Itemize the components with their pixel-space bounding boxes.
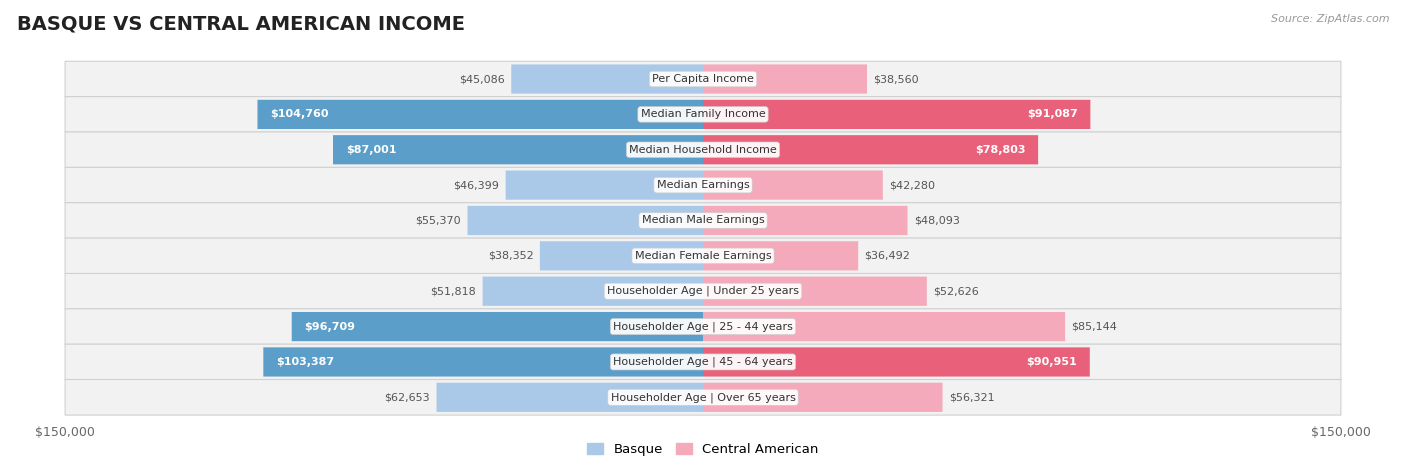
- FancyBboxPatch shape: [703, 135, 1038, 164]
- FancyBboxPatch shape: [703, 347, 1090, 376]
- FancyBboxPatch shape: [65, 132, 1341, 168]
- FancyBboxPatch shape: [65, 344, 1341, 380]
- Text: $78,803: $78,803: [974, 145, 1025, 155]
- FancyBboxPatch shape: [65, 97, 1341, 132]
- Text: $38,352: $38,352: [488, 251, 533, 261]
- Text: $48,093: $48,093: [914, 215, 960, 226]
- FancyBboxPatch shape: [482, 276, 703, 306]
- FancyBboxPatch shape: [436, 383, 703, 412]
- Text: Householder Age | 45 - 64 years: Householder Age | 45 - 64 years: [613, 357, 793, 367]
- Text: $87,001: $87,001: [346, 145, 396, 155]
- Text: $56,321: $56,321: [949, 392, 994, 402]
- FancyBboxPatch shape: [65, 380, 1341, 415]
- Text: $51,818: $51,818: [430, 286, 477, 296]
- FancyBboxPatch shape: [703, 383, 942, 412]
- Text: $45,086: $45,086: [460, 74, 505, 84]
- FancyBboxPatch shape: [65, 61, 1341, 97]
- Text: $55,370: $55,370: [416, 215, 461, 226]
- Text: BASQUE VS CENTRAL AMERICAN INCOME: BASQUE VS CENTRAL AMERICAN INCOME: [17, 14, 465, 33]
- FancyBboxPatch shape: [468, 206, 703, 235]
- Text: Householder Age | Over 65 years: Householder Age | Over 65 years: [610, 392, 796, 403]
- Text: $52,626: $52,626: [934, 286, 979, 296]
- Text: $104,760: $104,760: [270, 109, 329, 120]
- FancyBboxPatch shape: [703, 312, 1066, 341]
- Text: $85,144: $85,144: [1071, 322, 1118, 332]
- Text: $46,399: $46,399: [453, 180, 499, 190]
- FancyBboxPatch shape: [65, 238, 1341, 274]
- FancyBboxPatch shape: [263, 347, 703, 376]
- FancyBboxPatch shape: [703, 170, 883, 200]
- FancyBboxPatch shape: [65, 167, 1341, 203]
- Text: $62,653: $62,653: [385, 392, 430, 402]
- FancyBboxPatch shape: [291, 312, 703, 341]
- FancyBboxPatch shape: [540, 241, 703, 270]
- FancyBboxPatch shape: [703, 64, 868, 93]
- Text: Per Capita Income: Per Capita Income: [652, 74, 754, 84]
- FancyBboxPatch shape: [65, 274, 1341, 309]
- Text: $96,709: $96,709: [305, 322, 356, 332]
- FancyBboxPatch shape: [703, 100, 1091, 129]
- Text: $42,280: $42,280: [889, 180, 935, 190]
- Text: Median Family Income: Median Family Income: [641, 109, 765, 120]
- FancyBboxPatch shape: [512, 64, 703, 93]
- FancyBboxPatch shape: [65, 309, 1341, 344]
- FancyBboxPatch shape: [257, 100, 703, 129]
- FancyBboxPatch shape: [703, 206, 907, 235]
- Text: Median Female Earnings: Median Female Earnings: [634, 251, 772, 261]
- Text: $91,087: $91,087: [1026, 109, 1077, 120]
- Text: Median Male Earnings: Median Male Earnings: [641, 215, 765, 226]
- FancyBboxPatch shape: [65, 203, 1341, 238]
- Text: $38,560: $38,560: [873, 74, 920, 84]
- Text: $103,387: $103,387: [276, 357, 335, 367]
- Text: Householder Age | Under 25 years: Householder Age | Under 25 years: [607, 286, 799, 297]
- Text: Source: ZipAtlas.com: Source: ZipAtlas.com: [1271, 14, 1389, 24]
- Text: $90,951: $90,951: [1026, 357, 1077, 367]
- Text: $36,492: $36,492: [865, 251, 911, 261]
- FancyBboxPatch shape: [703, 276, 927, 306]
- Legend: Basque, Central American: Basque, Central American: [582, 438, 824, 461]
- FancyBboxPatch shape: [506, 170, 703, 200]
- Text: Householder Age | 25 - 44 years: Householder Age | 25 - 44 years: [613, 321, 793, 332]
- FancyBboxPatch shape: [703, 241, 858, 270]
- FancyBboxPatch shape: [333, 135, 703, 164]
- Text: Median Earnings: Median Earnings: [657, 180, 749, 190]
- Text: Median Household Income: Median Household Income: [628, 145, 778, 155]
